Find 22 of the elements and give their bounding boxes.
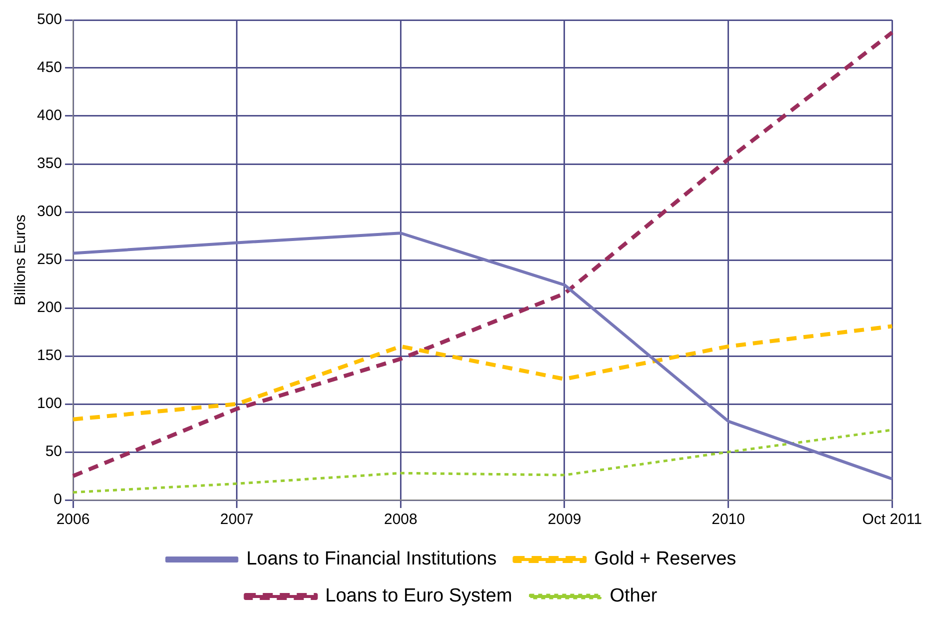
y-tick-label: 150 xyxy=(36,347,62,364)
x-tick-label: 2008 xyxy=(384,511,418,528)
x-tick-label: Oct 2011 xyxy=(862,511,922,528)
y-axis-title: Billions Euros xyxy=(12,214,30,306)
y-tick-label: 250 xyxy=(36,251,62,268)
x-tick-label: 2006 xyxy=(56,511,90,528)
x-tick-label: 2007 xyxy=(220,511,254,528)
y-tick-label: 450 xyxy=(36,59,62,76)
y-tick-label: 200 xyxy=(36,299,62,316)
legend-label: Loans to Euro System xyxy=(325,586,512,607)
y-tick-label: 300 xyxy=(36,203,62,220)
y-tick-label: 500 xyxy=(36,11,62,28)
x-tick-label: 2010 xyxy=(712,511,745,528)
legend-label: Other xyxy=(610,586,658,607)
y-tick-label: 350 xyxy=(36,155,62,172)
x-tick-label: 2009 xyxy=(548,511,582,528)
y-tick-label: 400 xyxy=(36,107,62,124)
legend-label: Loans to Financial Institutions xyxy=(246,548,497,570)
y-tick-label: 100 xyxy=(36,395,62,412)
y-tick-label: 50 xyxy=(45,443,62,460)
legend-label: Gold + Reserves xyxy=(594,548,736,570)
y-tick-label: 0 xyxy=(54,491,62,508)
